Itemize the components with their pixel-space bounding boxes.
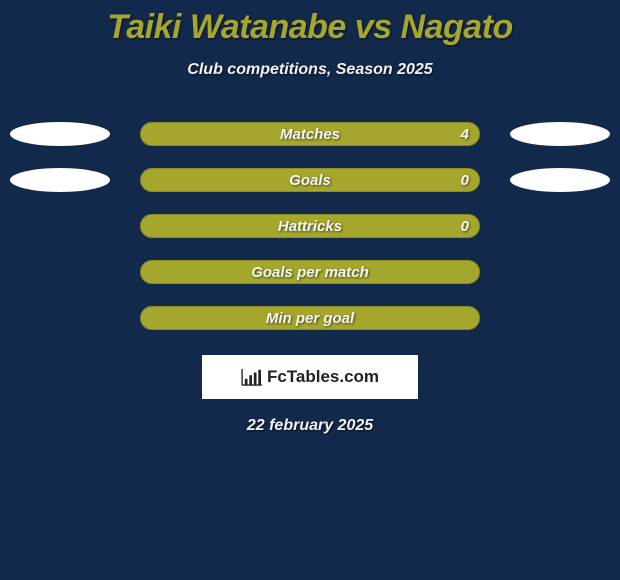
stat-value: 0 [461,215,469,237]
left-ellipse [10,122,110,146]
date-text: 22 february 2025 [0,417,620,435]
stat-value: 4 [461,123,469,145]
bar-chart-icon [241,368,263,386]
page-title: Taiki Watanabe vs Nagato [0,0,620,47]
stat-bar: Goals per match [140,260,480,284]
right-ellipse [510,122,610,146]
stat-row: Goals per match [0,259,620,285]
stat-row: Goals0 [0,167,620,193]
logo-text: FcTables.com [267,367,379,387]
stat-value: 0 [461,169,469,191]
stat-row: Min per goal [0,305,620,331]
stat-row: Hattricks0 [0,213,620,239]
left-ellipse [10,168,110,192]
stat-rows: Matches4Goals0Hattricks0Goals per matchM… [0,121,620,331]
subtitle: Club competitions, Season 2025 [0,61,620,79]
stat-bar: Min per goal [140,306,480,330]
logo-box: FcTables.com [202,355,418,399]
stat-row: Matches4 [0,121,620,147]
right-ellipse [510,168,610,192]
stat-label: Goals per match [141,261,479,283]
stat-bar: Matches4 [140,122,480,146]
stat-label: Goals [141,169,479,191]
stat-label: Min per goal [141,307,479,329]
stat-label: Hattricks [141,215,479,237]
logo: FcTables.com [241,367,379,387]
stat-label: Matches [141,123,479,145]
stat-bar: Goals0 [140,168,480,192]
stat-bar: Hattricks0 [140,214,480,238]
